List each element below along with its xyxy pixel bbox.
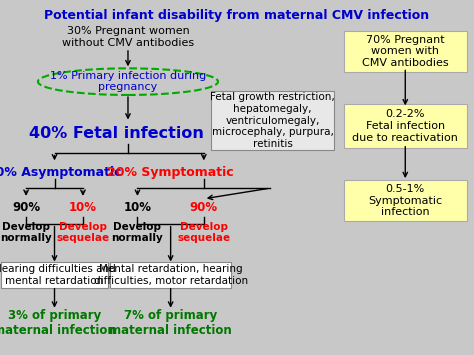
Text: 40% Fetal infection: 40% Fetal infection: [29, 126, 203, 141]
FancyBboxPatch shape: [344, 180, 467, 221]
Text: Develop
normally: Develop normally: [111, 222, 164, 243]
Text: Hearing difficulties and
mental retardation: Hearing difficulties and mental retardat…: [0, 264, 115, 286]
Text: 20% Symptomatic: 20% Symptomatic: [107, 166, 234, 179]
Text: 1% Primary infection during
pregnancy: 1% Primary infection during pregnancy: [50, 71, 206, 92]
Text: Fetal growth restriction,
hepatomegaly,
ventriculomegaly,
microcephaly, purpura,: Fetal growth restriction, hepatomegaly, …: [210, 93, 335, 149]
Text: 80% Asymptomatic: 80% Asymptomatic: [0, 166, 122, 179]
Text: 70% Pregnant
women with
CMV antibodies: 70% Pregnant women with CMV antibodies: [362, 35, 448, 68]
Text: Develop
normally: Develop normally: [0, 222, 52, 243]
Text: 0.5-1%
Symptomatic
infection: 0.5-1% Symptomatic infection: [368, 184, 442, 217]
Text: Develop
sequelae: Develop sequelae: [56, 222, 109, 243]
Text: 7% of primary
maternal infection: 7% of primary maternal infection: [109, 309, 232, 337]
Text: 10%: 10%: [123, 201, 152, 214]
FancyBboxPatch shape: [344, 104, 467, 148]
FancyBboxPatch shape: [110, 262, 231, 288]
Text: Potential infant disability from maternal CMV infection: Potential infant disability from materna…: [45, 9, 429, 22]
Text: 30% Pregnant women
without CMV antibodies: 30% Pregnant women without CMV antibodie…: [62, 27, 194, 48]
FancyBboxPatch shape: [1, 262, 108, 288]
Text: Develop
sequelae: Develop sequelae: [177, 222, 230, 243]
Text: 3% of primary
maternal infection: 3% of primary maternal infection: [0, 309, 116, 337]
FancyBboxPatch shape: [211, 91, 334, 150]
Text: 0.2-2%
Fetal infection
due to reactivation: 0.2-2% Fetal infection due to reactivati…: [352, 109, 458, 143]
FancyBboxPatch shape: [344, 31, 467, 72]
Text: 90%: 90%: [190, 201, 218, 214]
Text: 90%: 90%: [12, 201, 40, 214]
Text: 10%: 10%: [69, 201, 97, 214]
Text: Mental retardation, hearing
difficulties, motor retardation: Mental retardation, hearing difficulties…: [93, 264, 248, 286]
